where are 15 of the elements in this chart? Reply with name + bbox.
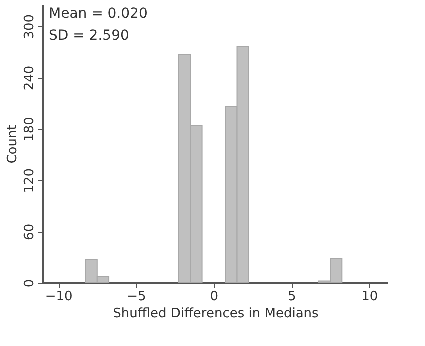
- x-tick-label: −5: [127, 290, 146, 304]
- y-tick-label: 300: [22, 14, 38, 40]
- y-tick-label: 240: [22, 66, 38, 91]
- x-axis-title: Shuffled Differences in Medians: [113, 306, 320, 322]
- y-tick-label: 120: [22, 168, 38, 194]
- y-tick-label: 180: [22, 117, 38, 142]
- x-tick-label: 5: [288, 290, 296, 304]
- x-tick-label: 10: [362, 290, 378, 304]
- x-tick-label: 0: [210, 290, 219, 304]
- y-axis-title: Count: [6, 125, 20, 164]
- annotation: SD = 2.590: [49, 28, 130, 44]
- y-tick-label: 0: [22, 279, 38, 288]
- annotation: Mean = 0.020: [49, 6, 148, 22]
- y-tick-label: 60: [22, 224, 38, 240]
- x-tick-label: −10: [45, 290, 73, 304]
